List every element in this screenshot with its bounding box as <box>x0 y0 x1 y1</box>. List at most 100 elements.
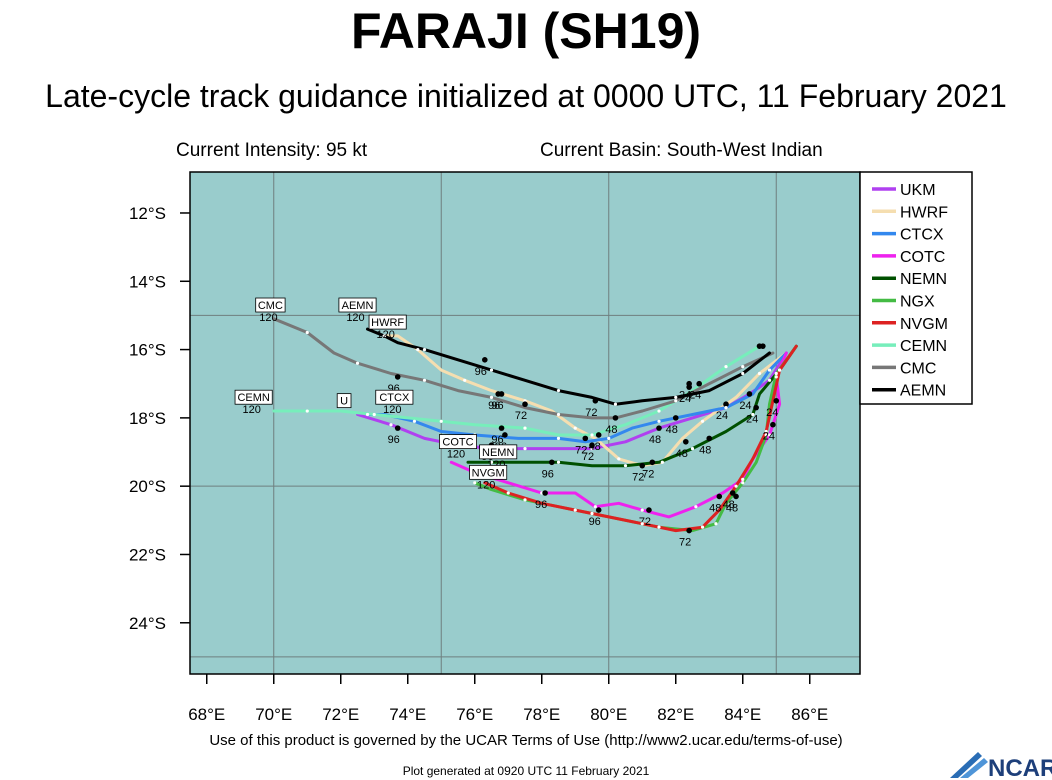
track-point <box>556 388 561 393</box>
legend-label-cmc: CMC <box>900 360 936 377</box>
ncar-logo: NCAR <box>950 752 1052 780</box>
end-label-name: NEMN <box>482 447 514 459</box>
lat-tick-label: 12°S <box>129 204 166 223</box>
forecast-hour-label: 24 <box>716 410 728 422</box>
track-point <box>640 508 644 512</box>
forecast-hour-label: 96 <box>535 499 547 511</box>
forecast-hour-dot <box>649 459 656 466</box>
track-point <box>778 368 782 372</box>
forecast-hour-label: 96 <box>589 516 601 528</box>
forecast-hour-label: 72 <box>679 537 691 549</box>
forecast-hour-label: 24 <box>679 393 691 405</box>
lat-tick-label: 20°S <box>129 477 166 496</box>
legend-label-ctcx: CTCX <box>900 227 944 244</box>
track-point <box>714 522 718 526</box>
lon-tick-label: 72°E <box>322 705 359 724</box>
legend-label-nvgm: NVGM <box>900 316 948 333</box>
forecast-hour-label: 72 <box>632 472 644 484</box>
end-label-name: HWRF <box>371 317 404 329</box>
track-point <box>506 491 510 495</box>
ocean-background <box>190 172 860 674</box>
track-point <box>416 347 420 352</box>
track-point <box>657 525 661 529</box>
track-point <box>640 522 644 526</box>
forecast-hour-dot <box>595 432 602 438</box>
lat-tick-label: 14°S <box>129 272 166 291</box>
lat-tick-label: 16°S <box>129 341 166 360</box>
track-point <box>617 457 621 461</box>
forecast-hour-dot <box>542 490 548 496</box>
track-point <box>355 361 360 365</box>
end-label-box <box>368 314 407 330</box>
forecast-hour-dot <box>672 415 679 421</box>
end-label-name: CTCX <box>379 392 410 404</box>
track-ctcx <box>366 351 788 444</box>
track-point <box>607 436 611 440</box>
track-point <box>700 419 705 423</box>
forecast-hour-label: 48 <box>723 499 735 511</box>
end-label-hour: 120 <box>447 449 465 461</box>
lon-tick-label: 82°E <box>657 705 694 724</box>
track-point <box>463 378 467 382</box>
forecast-hour-label: 24 <box>746 414 758 426</box>
track-point <box>741 477 745 481</box>
track-point <box>412 419 417 423</box>
lat-tick-label: 18°S <box>129 409 166 428</box>
track-point <box>741 481 745 485</box>
end-label-name: CMC <box>258 300 283 312</box>
legend-label-ukm: UKM <box>900 182 936 199</box>
track-point <box>593 505 597 509</box>
track-point <box>305 409 309 413</box>
track-point <box>764 433 768 437</box>
track-point <box>590 433 594 437</box>
lon-tick-label: 84°E <box>724 705 761 724</box>
track-point <box>613 402 618 406</box>
forecast-hour-dot <box>394 425 401 431</box>
map-frame <box>189 171 861 675</box>
track-point <box>523 498 527 502</box>
track-markers: 2448729696487272962448729648729624487296… <box>305 330 782 549</box>
lon-tick-label: 78°E <box>523 705 560 724</box>
end-label-box <box>336 393 352 409</box>
forecast-hour-label: 48 <box>589 441 601 453</box>
forecast-hour-dot <box>733 493 739 500</box>
track-point <box>767 378 772 382</box>
end-label-name: COTC <box>442 437 473 449</box>
forecast-hour-dot <box>753 404 759 411</box>
track-point <box>623 464 628 468</box>
forecast-hour-dot <box>549 459 555 466</box>
forecast-hour-dot <box>773 398 780 404</box>
forecast-hour-dot <box>770 421 776 428</box>
track-point <box>690 447 695 451</box>
forecast-hour-dot <box>502 432 508 438</box>
current-intensity: Current Intensity: 95 kt <box>176 140 368 161</box>
forecast-hour-label: 96 <box>388 434 400 446</box>
track-point <box>573 426 577 430</box>
track-point <box>305 330 309 335</box>
track-point <box>556 460 561 464</box>
track-point <box>389 423 393 427</box>
forecast-hour-dot <box>729 490 736 496</box>
track-point <box>764 429 768 434</box>
track-point <box>767 433 772 437</box>
forecast-hour-label: 72 <box>515 410 527 422</box>
forecast-hour-label: 72 <box>639 516 651 528</box>
track-point <box>694 505 698 509</box>
forecast-hour-label: 24 <box>679 390 691 402</box>
forecast-hour-dot <box>696 380 702 387</box>
forecast-hour-label: 48 <box>605 424 617 436</box>
forecast-hour-label: 96 <box>491 400 503 412</box>
page-subtitle: Late-cycle track guidance initialized at… <box>45 78 1007 114</box>
track-point <box>757 371 762 376</box>
end-label-box <box>234 389 273 405</box>
track-point <box>573 508 577 512</box>
terms-of-use: Use of this product is governed by the U… <box>209 732 843 749</box>
forecast-hour-label: 24 <box>766 407 778 419</box>
legend-label-cemn: CEMN <box>900 338 947 355</box>
track-point <box>382 334 386 338</box>
track-point <box>473 481 477 485</box>
forecast-hour-label: 48 <box>676 448 688 460</box>
forecast-hour-dot <box>589 442 595 448</box>
forecast-hour-dot <box>639 462 646 469</box>
